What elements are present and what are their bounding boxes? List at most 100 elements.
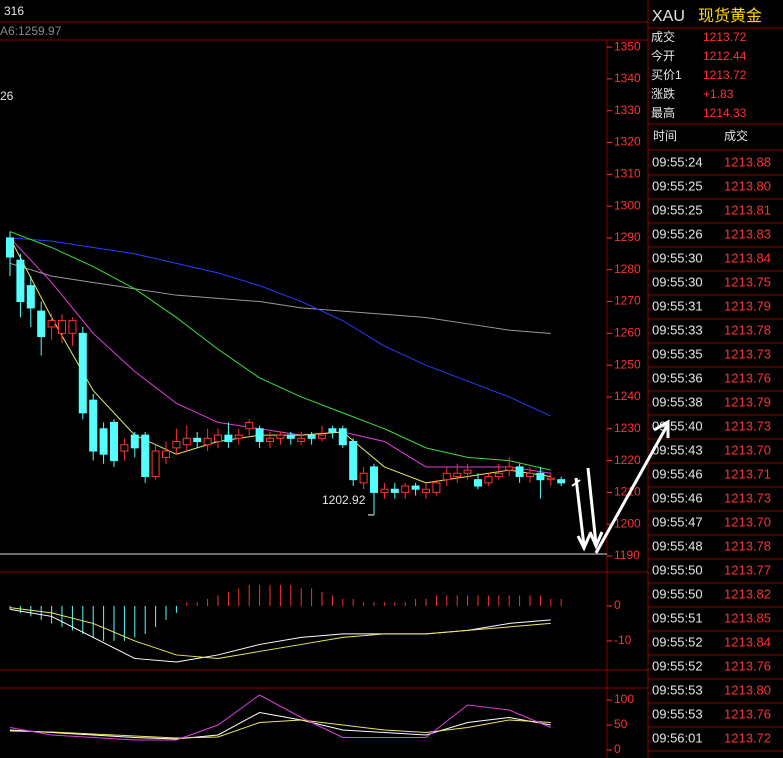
y-tick-label: 1280 (614, 262, 641, 276)
arrow-head (588, 531, 604, 550)
indicator-line (9, 262, 551, 334)
candle-body (422, 488, 430, 493)
candle-body (130, 434, 139, 449)
trade-price: 1213.76 (724, 706, 771, 721)
candle-body (380, 488, 389, 493)
trade-price: 1213.85 (724, 610, 771, 625)
side-label: 26 (0, 89, 14, 103)
candle-body (276, 434, 285, 439)
quote-value: 1212.44 (703, 49, 747, 63)
candle-body (110, 421, 118, 462)
candle-body (141, 434, 150, 477)
candle-body (557, 479, 566, 484)
trade-price: 1213.76 (724, 658, 771, 673)
candle-body (307, 434, 316, 439)
trade-time: 09:55:43 (652, 442, 703, 457)
indicator-line (9, 607, 551, 659)
trade-price: 1213.79 (724, 394, 771, 409)
candle-body (120, 444, 129, 452)
indicator-line (9, 231, 551, 471)
candle-body (411, 485, 420, 490)
candle-body (318, 434, 326, 439)
candle-body (370, 466, 378, 493)
y-tick-label: 1330 (614, 103, 641, 117)
candle-body (16, 259, 25, 303)
trade-time: 09:55:50 (652, 586, 703, 601)
trade-time: 09:55:25 (652, 178, 703, 193)
trade-time: 09:55:50 (652, 562, 703, 577)
candle-body (99, 428, 108, 455)
y-tick-label: 1260 (614, 326, 641, 340)
quote-value: 1213.72 (703, 68, 747, 82)
trade-price: 1213.83 (724, 226, 771, 241)
quote-code: XAU (652, 8, 685, 25)
candle-body (224, 434, 233, 442)
candle-body (328, 428, 337, 433)
y-tick-label: 100 (614, 692, 634, 706)
trade-time: 09:55:30 (652, 250, 703, 265)
indicator-line (9, 719, 551, 739)
candle-body (526, 472, 534, 477)
candle-body (151, 450, 160, 477)
y-tick-label: 1190 (614, 548, 640, 562)
candle-body (234, 434, 243, 439)
quote-label: 涨跌 (651, 86, 675, 101)
candle-body (26, 285, 35, 309)
trade-price: 1213.76 (724, 370, 771, 385)
candle-body (297, 437, 306, 442)
trade-price: 1213.82 (724, 586, 771, 601)
candle-body (162, 450, 170, 458)
trade-price: 1213.71 (724, 466, 771, 481)
candle-body (68, 320, 77, 334)
indicator-line (9, 608, 551, 663)
trade-time: 09:55:53 (652, 706, 703, 721)
trade-time: 09:55:30 (652, 274, 703, 289)
y-tick-label: 1320 (614, 135, 641, 149)
trade-time: 09:55:52 (652, 658, 703, 673)
arrow (571, 479, 581, 487)
candle-body (286, 434, 295, 439)
candle-body (494, 472, 503, 477)
trade-price: 1213.79 (724, 298, 771, 313)
indicator-line (9, 237, 551, 474)
quote-label: 最高 (651, 105, 675, 120)
y-tick-label: 1310 (614, 166, 641, 180)
candle-body (37, 310, 46, 338)
trade-time: 09:55:53 (652, 682, 703, 697)
candle-body (432, 482, 441, 493)
candle-body (338, 428, 347, 446)
y-tick-label: 1270 (614, 294, 641, 308)
y-tick-label: 1200 (614, 516, 641, 530)
candle-body (89, 399, 98, 452)
trade-time: 09:55:52 (652, 634, 703, 649)
y-tick-label: -10 (614, 633, 632, 647)
candle-body (474, 479, 482, 487)
y-tick-label: 1300 (614, 198, 641, 212)
candle-body (214, 434, 222, 442)
arrow-head (576, 533, 592, 552)
trade-price: 1213.81 (724, 202, 771, 217)
trade-header: 时间 (653, 129, 677, 143)
candle-body (515, 466, 524, 477)
y-tick-label: 1240 (614, 389, 641, 403)
y-tick-label: 0 (614, 598, 621, 612)
trade-price: 1213.73 (724, 346, 771, 361)
candle-body (442, 472, 451, 481)
candle-body (484, 475, 493, 484)
trade-price: 1213.80 (724, 682, 771, 697)
y-tick-label: 1340 (614, 71, 641, 85)
y-tick-label: 1220 (614, 453, 641, 467)
quote-value: 1213.72 (703, 30, 747, 44)
candle-body (463, 469, 472, 474)
candle-body (47, 320, 56, 328)
indicator-line (9, 694, 551, 741)
candle-body (401, 485, 410, 493)
candle-body (6, 237, 14, 258)
y-tick-label: 1290 (614, 230, 641, 244)
candle-body (182, 437, 191, 446)
candle-body (78, 332, 87, 414)
trade-price: 1213.70 (724, 442, 771, 457)
quote-value: +1.83 (703, 87, 734, 101)
quote-value: 1214.33 (703, 106, 747, 120)
